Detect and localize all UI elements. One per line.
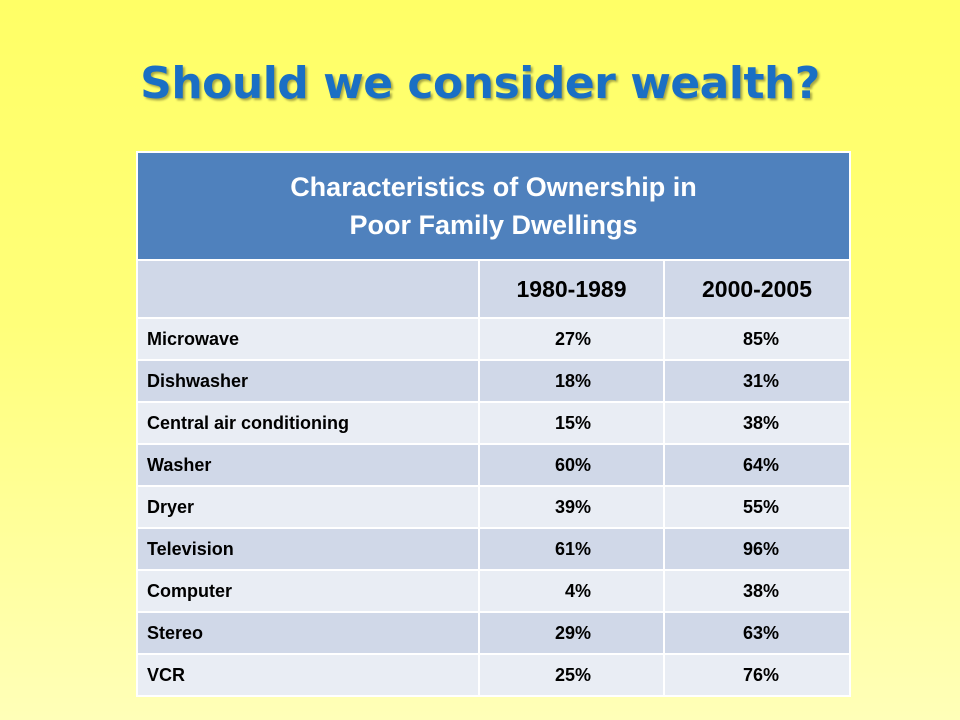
slide-title: Should we consider wealth? <box>140 58 820 109</box>
row-label: Computer <box>136 569 480 613</box>
table-caption-line-1: Characteristics of Ownership in <box>290 172 697 202</box>
value-1980-1989: 60% <box>478 443 665 487</box>
table-row: Washer 60% 64% <box>136 443 851 487</box>
value-1980-1989: 18% <box>478 359 665 403</box>
row-label: Dryer <box>136 485 480 529</box>
value-2000-2005: 63% <box>663 611 851 655</box>
table-row: Television 61% 96% <box>136 527 851 571</box>
value-2000-2005: 31% <box>663 359 851 403</box>
column-header-row: 1980-1989 2000-2005 <box>136 259 851 319</box>
value-2000-2005: 64% <box>663 443 851 487</box>
value-2000-2005: 38% <box>663 569 851 613</box>
row-label: Central air conditioning <box>136 401 480 445</box>
value-1980-1989: 29% <box>478 611 665 655</box>
row-label: Dishwasher <box>136 359 480 403</box>
row-label: Stereo <box>136 611 480 655</box>
value-2000-2005: 96% <box>663 527 851 571</box>
value-1980-1989: 4% <box>478 569 665 613</box>
row-label: Washer <box>136 443 480 487</box>
value-1980-1989: 27% <box>478 317 665 361</box>
table-caption-line-2: Poor Family Dwellings <box>349 210 638 240</box>
column-header-item <box>136 259 480 319</box>
row-label: Microwave <box>136 317 480 361</box>
row-label: Television <box>136 527 480 571</box>
value-2000-2005: 38% <box>663 401 851 445</box>
value-1980-1989: 25% <box>478 653 665 697</box>
table-row: Microwave 27% 85% <box>136 317 851 361</box>
row-label: VCR <box>136 653 480 697</box>
table-row: Computer 4% 38% <box>136 569 851 613</box>
table-row: Dishwasher 18% 31% <box>136 359 851 403</box>
value-2000-2005: 55% <box>663 485 851 529</box>
value-2000-2005: 76% <box>663 653 851 697</box>
table-row: Dryer 39% 55% <box>136 485 851 529</box>
ownership-table: Characteristics of Ownership in Poor Fam… <box>136 151 851 697</box>
table-row: Central air conditioning 15% 38% <box>136 401 851 445</box>
table-caption-row: Characteristics of Ownership in Poor Fam… <box>136 151 851 261</box>
value-1980-1989: 61% <box>478 527 665 571</box>
column-header-1980-1989: 1980-1989 <box>478 259 665 319</box>
column-header-2000-2005: 2000-2005 <box>663 259 851 319</box>
value-1980-1989: 39% <box>478 485 665 529</box>
value-2000-2005: 85% <box>663 317 851 361</box>
value-1980-1989: 15% <box>478 401 665 445</box>
table-row: VCR 25% 76% <box>136 653 851 697</box>
table-row: Stereo 29% 63% <box>136 611 851 655</box>
table-caption: Characteristics of Ownership in Poor Fam… <box>136 151 851 261</box>
